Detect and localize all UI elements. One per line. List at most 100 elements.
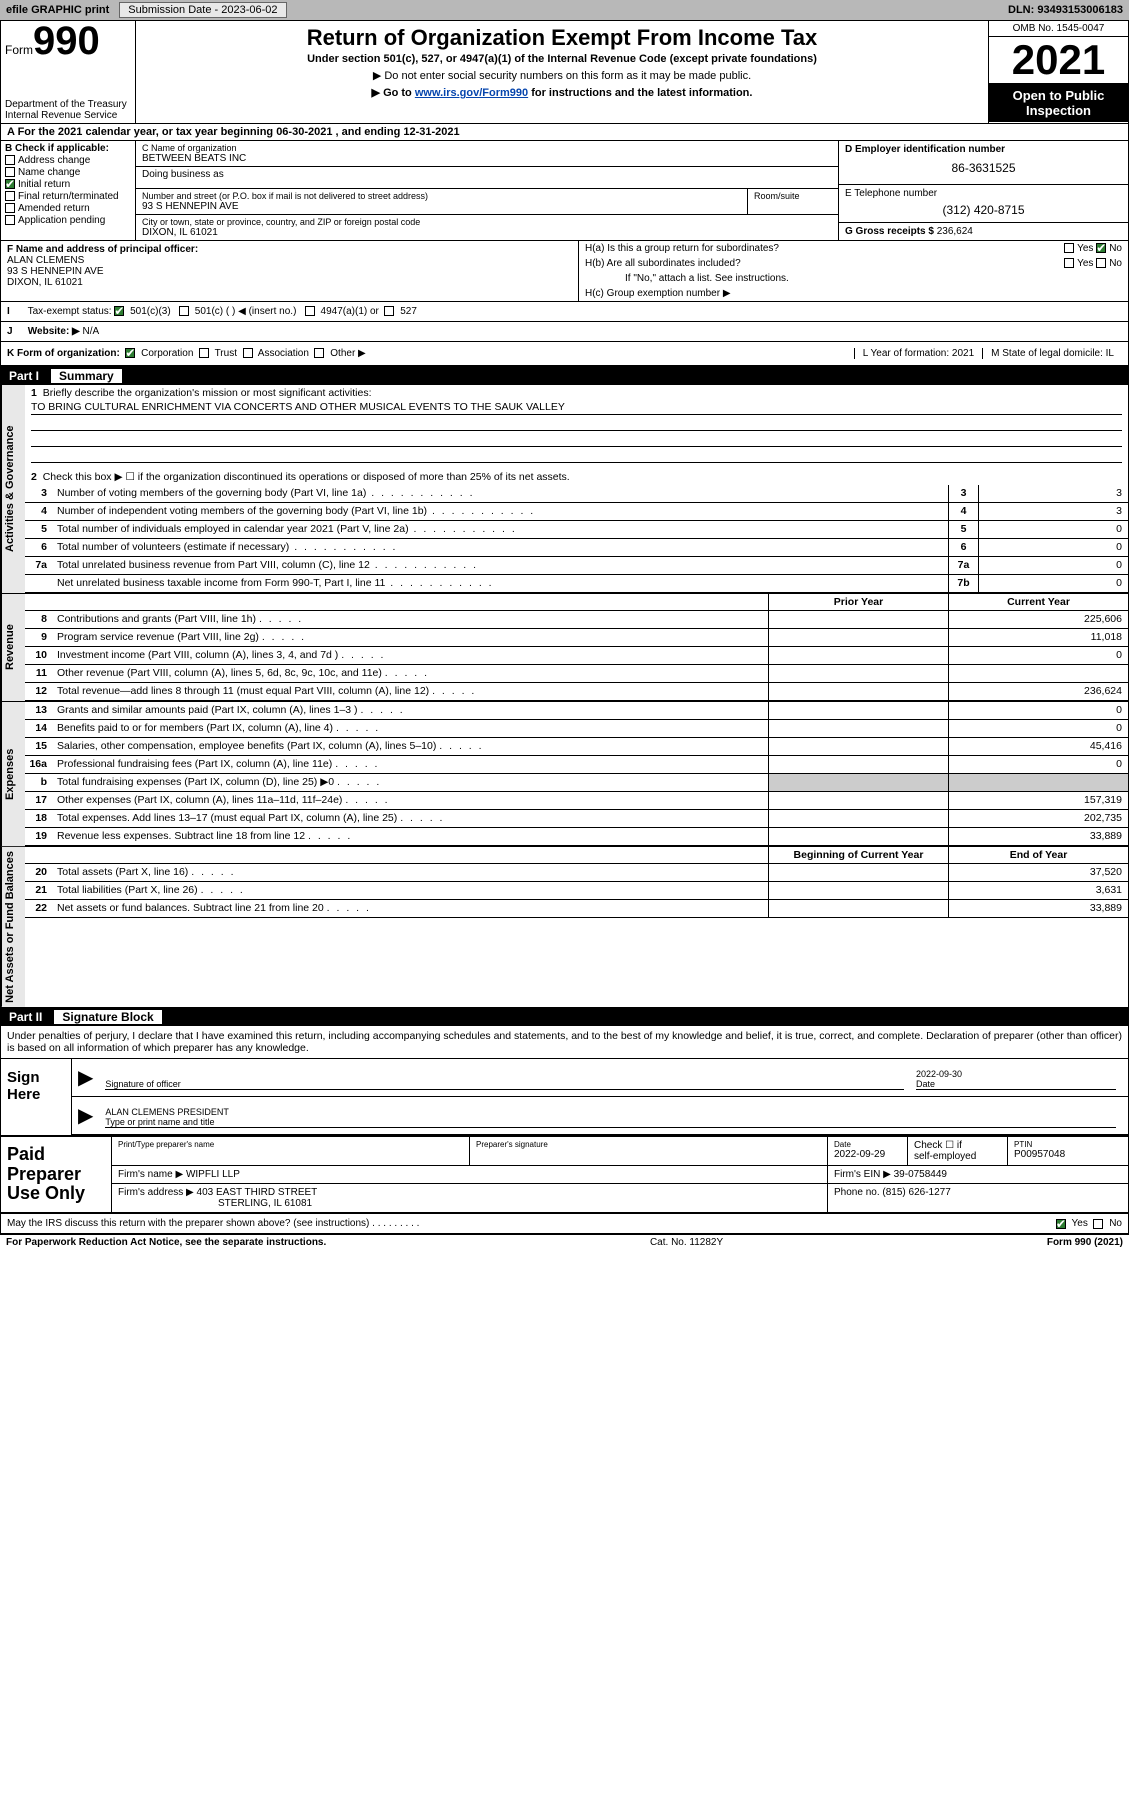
city-label: City or town, state or province, country… [142,217,832,227]
e-phone-label: E Telephone number [845,188,1122,199]
check-amended[interactable]: Amended return [5,203,131,214]
block-f: F Name and address of principal officer:… [1,241,578,301]
row-klm: K Form of organization: Corporation Trus… [1,342,1128,367]
line-box: 6 [948,539,978,556]
mission-text: TO BRING CULTURAL ENRICHMENT VIA CONCERT… [31,401,1122,415]
top-bar: efile GRAPHIC print Submission Date - 20… [0,0,1129,20]
k-label: K Form of organization: [7,348,120,359]
header-left: Form990 Department of the Treasury Inter… [1,21,136,123]
gov-line: 5Total number of individuals employed in… [25,521,1128,539]
line-desc: Total number of volunteers (estimate if … [53,539,948,556]
check-name[interactable]: Name change [5,167,131,178]
hdr-begin: Beginning of Current Year [768,847,948,863]
check-final[interactable]: Final return/terminated [5,191,131,202]
line-num: 4 [25,503,53,520]
line-desc: Investment income (Part VIII, column (A)… [53,647,768,664]
perjury-declaration: Under penalties of perjury, I declare th… [1,1026,1128,1059]
form-number: 990 [33,19,100,63]
line-desc: Net assets or fund balances. Subtract li… [53,900,768,917]
check-501c[interactable] [179,306,189,316]
current-val: 33,889 [948,900,1128,917]
irs-link[interactable]: www.irs.gov/Form990 [415,87,528,99]
section-revenue: Revenue Prior Year Current Year 8Contrib… [1,594,1128,702]
ptin-lbl: PTIN [1014,1140,1122,1149]
line-desc: Salaries, other compensation, employee b… [53,738,768,755]
line-desc: Contributions and grants (Part VIII, lin… [53,611,768,628]
current-val: 0 [948,702,1128,719]
part-ii-header: Part II Signature Block [1,1008,1128,1026]
hdr-prior: Prior Year [768,594,948,610]
line-desc: Revenue less expenses. Subtract line 18 … [53,828,768,845]
check-527[interactable] [384,306,394,316]
discuss-yes[interactable] [1056,1219,1066,1229]
check-address[interactable]: Address change [5,155,131,166]
check-application[interactable]: Application pending [5,215,131,226]
form-prefix: Form [5,43,33,57]
sign-here-label: Sign Here [1,1059,71,1135]
check-corp[interactable] [125,348,135,358]
efile-label: efile GRAPHIC print [0,2,115,18]
check-trust[interactable] [199,348,209,358]
check-initial[interactable]: Initial return [5,179,131,190]
data-line: 11Other revenue (Part VIII, column (A), … [25,665,1128,683]
line-num: 18 [25,810,53,827]
part-i-num: Part I [9,369,39,383]
check-b-header: B Check if applicable: [5,143,131,154]
row-i: I Tax-exempt status: 501(c)(3) 501(c) ( … [1,302,1128,322]
prior-val [768,756,948,773]
pra-notice: For Paperwork Reduction Act Notice, see … [6,1237,326,1248]
line-num: 15 [25,738,53,755]
gov-line: 3Number of voting members of the governi… [25,485,1128,503]
line-desc: Total liabilities (Part X, line 26) . . … [53,882,768,899]
section-net-assets: Net Assets or Fund Balances Beginning of… [1,847,1128,1008]
line-val: 0 [978,557,1128,574]
gov-line: 4Number of independent voting members of… [25,503,1128,521]
data-line: 13Grants and similar amounts paid (Part … [25,702,1128,720]
current-val: 157,319 [948,792,1128,809]
line2-text: Check this box ▶ ☐ if the organization d… [43,471,570,483]
line-num: 14 [25,720,53,737]
dba-label: Doing business as [142,169,832,180]
discuss-no[interactable] [1093,1219,1103,1229]
line-num: 9 [25,629,53,646]
current-val [948,665,1128,682]
check-other[interactable] [314,348,324,358]
block-c: C Name of organization BETWEEN BEATS INC… [136,141,838,240]
omb-number: OMB No. 1545-0047 [989,21,1128,37]
prep-sig-lbl: Preparer's signature [476,1140,821,1149]
gov-line: 6Total number of volunteers (estimate if… [25,539,1128,557]
line-desc: Other expenses (Part IX, column (A), lin… [53,792,768,809]
sig-name-field[interactable]: ALAN CLEMENS PRESIDENT Type or print nam… [105,1107,1116,1128]
check-assoc[interactable] [243,348,253,358]
data-line: 20Total assets (Part X, line 16) . . . .… [25,864,1128,882]
arrow-icon: ▶ [78,1065,93,1090]
firm-ein-lbl: Firm's EIN ▶ [834,1169,891,1180]
header-sub1: Under section 501(c), 527, or 4947(a)(1)… [140,53,984,65]
line-num: 19 [25,828,53,845]
addr-label: Number and street (or P.O. box if mail i… [142,191,741,201]
current-val: 37,520 [948,864,1128,881]
current-val: 0 [948,756,1128,773]
dln-label: DLN: 93493153006183 [1008,4,1123,16]
room-label: Room/suite [748,189,838,214]
cat-no: Cat. No. 11282Y [326,1237,1047,1248]
current-val: 11,018 [948,629,1128,646]
line-num: 5 [25,521,53,538]
check-501c3[interactable] [114,306,124,316]
page-footer: For Paperwork Reduction Act Notice, see … [0,1235,1129,1250]
line-val: 0 [978,575,1128,592]
form-frame: Form990 Department of the Treasury Inter… [0,20,1129,1235]
check-4947[interactable] [305,306,315,316]
data-line: 19Revenue less expenses. Subtract line 1… [25,828,1128,846]
sig-date-field[interactable]: 2022-09-30 Date [916,1069,1116,1090]
c-name-label: C Name of organization [142,143,832,153]
j-value: N/A [83,326,100,337]
submission-date-button[interactable]: Submission Date - 2023-06-02 [119,2,286,18]
prior-val [768,792,948,809]
d-ein-label: D Employer identification number [845,144,1122,155]
block-fh: F Name and address of principal officer:… [1,241,1128,302]
e-phone-value: (312) 420-8715 [845,203,1122,217]
line-box: 5 [948,521,978,538]
sub3-pre: ▶ Go to [372,87,415,99]
sig-officer-field[interactable]: Signature of officer [105,1079,904,1090]
